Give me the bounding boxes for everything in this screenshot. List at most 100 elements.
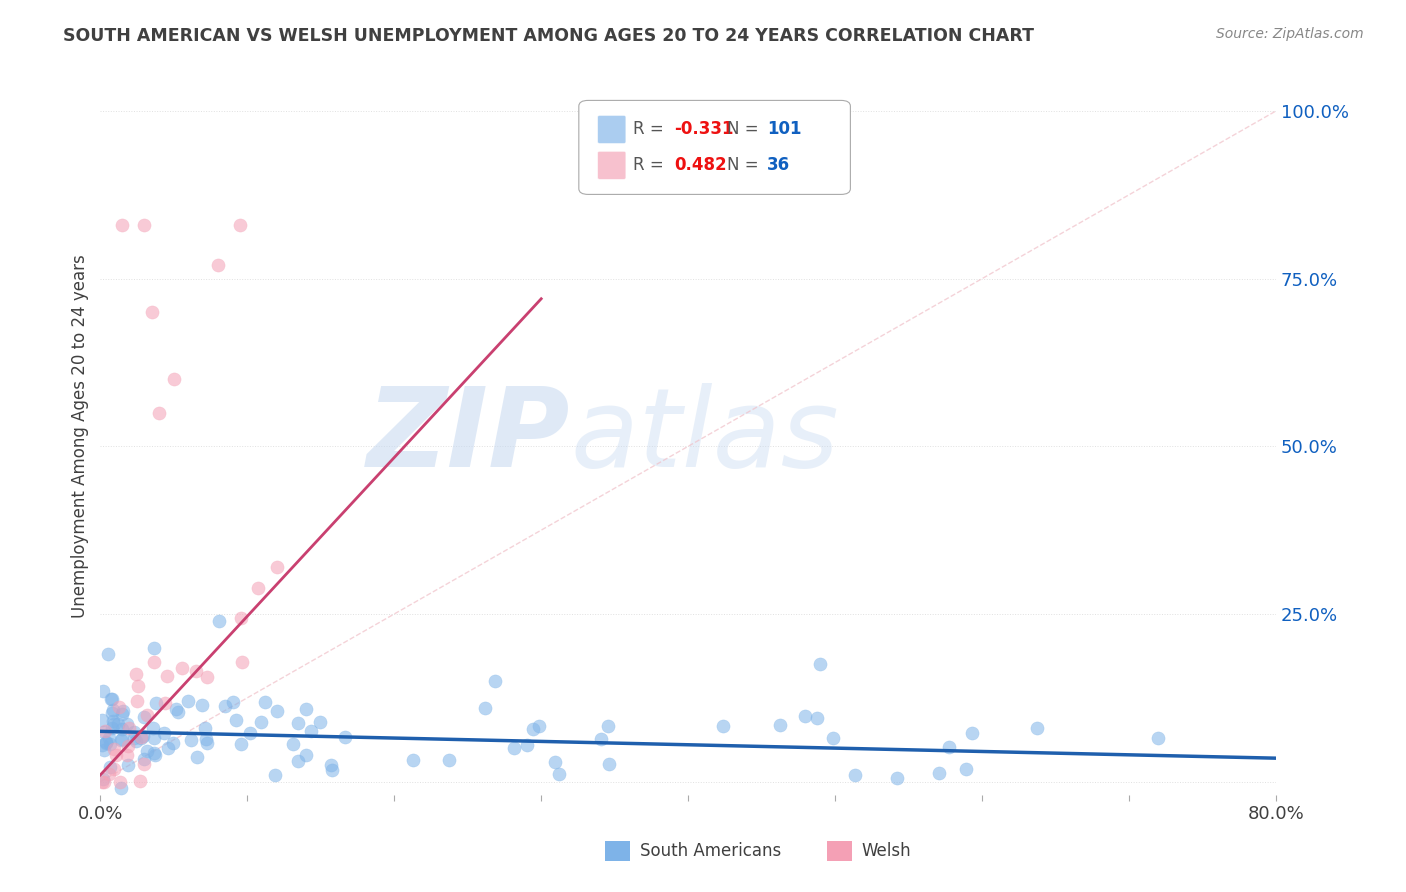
Text: South Americans: South Americans [640,842,780,860]
Point [100,691,122,706]
Point [117,721,139,735]
FancyBboxPatch shape [598,152,626,179]
Point [97,766,120,780]
Text: N =: N = [727,156,763,174]
Point [112,705,135,719]
Point [93,743,115,757]
Point [94,736,117,750]
Point [231,738,253,752]
Point [145,696,167,710]
Point [134,218,156,232]
Point [547,767,569,781]
Point [484,673,506,688]
Point [170,661,193,675]
Point [229,218,252,232]
Point [402,753,425,767]
Point [222,695,245,709]
Point [111,706,134,721]
Text: SOUTH AMERICAN VS WELSH UNEMPLOYMENT AMONG AGES 20 TO 24 YEARS CORRELATION CHART: SOUTH AMERICAN VS WELSH UNEMPLOYMENT AMO… [63,27,1035,45]
Point [163,372,186,386]
Point [157,741,180,756]
Point [516,738,538,752]
Point [156,669,179,683]
Text: 36: 36 [766,156,790,174]
Point [225,713,247,727]
Point [295,702,318,716]
Point [184,664,207,678]
Text: -0.331: -0.331 [673,120,734,138]
Point [283,737,305,751]
Point [960,726,983,740]
Text: Source: ZipAtlas.com: Source: ZipAtlas.com [1216,27,1364,41]
Point [844,768,866,782]
Point [266,560,288,574]
Text: R =: R = [633,156,669,174]
Point [103,714,125,728]
Point [195,670,218,684]
Point [122,731,145,746]
Point [231,655,253,669]
Point [93,723,115,738]
Point [264,767,287,781]
Point [769,718,792,732]
Text: ZIP: ZIP [367,383,571,490]
Point [136,707,159,722]
Point [823,731,845,745]
Point [101,721,124,735]
Point [928,765,950,780]
Point [111,218,134,232]
Point [124,725,146,739]
Point [299,723,322,738]
Point [319,758,342,772]
Point [107,699,129,714]
Point [153,726,176,740]
Point [1025,721,1047,735]
Point [143,640,166,655]
Text: 0.482: 0.482 [673,156,727,174]
Point [93,724,115,739]
Point [129,731,152,746]
Point [93,774,115,789]
Point [101,703,124,717]
Point [128,679,150,693]
Text: 101: 101 [766,120,801,138]
Point [143,655,166,669]
Point [254,695,277,709]
Point [1147,731,1170,745]
Point [527,719,550,733]
Point [287,716,309,731]
Point [321,764,343,778]
Point [207,614,229,628]
Point [294,747,316,762]
Point [103,741,125,756]
FancyBboxPatch shape [598,115,626,144]
Point [191,698,214,712]
Point [97,647,120,661]
Point [598,756,620,771]
Y-axis label: Unemployment Among Ages 20 to 24 years: Unemployment Among Ages 20 to 24 years [72,254,89,618]
Point [162,736,184,750]
Point [117,758,139,772]
Text: R =: R = [633,120,669,138]
Point [195,736,218,750]
Point [111,732,134,747]
FancyBboxPatch shape [579,101,851,194]
Point [195,731,218,746]
Point [91,684,114,698]
Point [104,747,127,762]
Point [125,667,148,681]
Point [207,258,229,272]
Point [132,752,155,766]
Point [91,772,114,786]
Point [711,719,734,733]
Point [239,726,262,740]
Point [502,741,524,756]
Text: N =: N = [727,120,763,138]
Point [90,713,112,727]
Point [98,759,121,773]
Text: Welsh: Welsh [862,842,911,860]
Point [115,747,138,762]
Point [132,756,155,771]
Point [110,733,132,747]
Point [141,305,163,319]
